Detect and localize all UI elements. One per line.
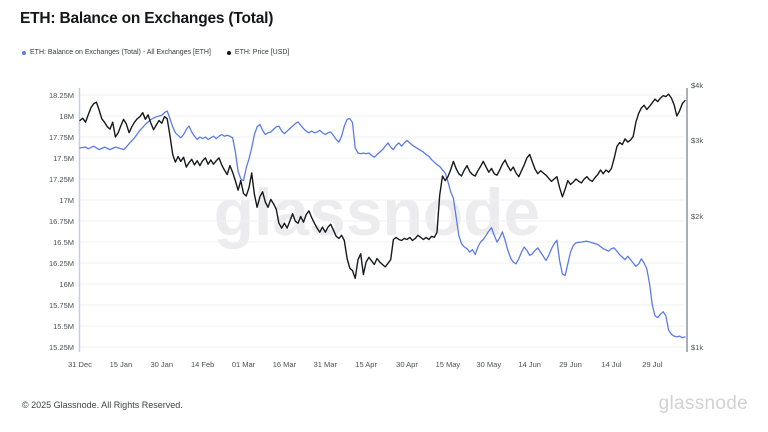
x-axis-tick: 15 May [435,360,461,369]
x-axis-tick: 16 Mar [272,360,297,369]
copyright-text: © 2025 Glassnode. All Rights Reserved. [22,400,183,410]
x-axis-tick: 29 Jun [559,360,582,369]
page-title: ETH: Balance on Exchanges (Total) [20,10,274,27]
x-axis-tick: 30 May [476,360,502,369]
left-axis-tick: 18M [59,111,74,121]
left-axis-tick: 15.25M [48,342,74,352]
left-axis-tick: 17.25M [48,174,74,184]
left-axis-tick: 16.75M [48,216,74,226]
legend-label-balance: ETH: Balance on Exchanges (Total) - All … [30,49,211,56]
x-axis-tick: 30 Apr [396,360,418,369]
x-axis-tick: 29 Jul [642,360,663,369]
right-axis-tick: $4k [691,81,704,91]
left-axis-tick: 15.5M [53,321,74,331]
x-axis-tick: 30 Jan [150,360,174,369]
legend-item-balance[interactable]: ETH: Balance on Exchanges (Total) - All … [22,49,211,56]
left-axis-tick: 16.5M [53,237,74,247]
legend-label-price: ETH: Price [USD] [234,49,290,56]
right-axis-tick: $1k [691,342,704,352]
glassnode-logo: glassnode [658,393,748,414]
balance-series-dot-icon [22,50,26,55]
chart-legend: ETH: Balance on Exchanges (Total) - All … [22,49,289,56]
x-axis-tick: 14 Jul [601,360,622,369]
x-axis-tick: 15 Apr [355,360,377,369]
legend-item-price[interactable]: ETH: Price [USD] [226,49,290,56]
x-axis-tick: 14 Feb [190,360,215,369]
right-axis-tick: $2k [691,211,704,221]
left-axis-tick: 15.75M [48,300,74,310]
price-series-dot-icon [226,50,231,55]
left-axis-tick: 16M [59,279,74,289]
left-axis-tick: 16.25M [48,258,74,268]
x-axis-tick: 31 Mar [313,360,337,369]
x-axis-tick: 31 Dec [68,360,92,369]
left-axis-tick: 18.25M [48,90,74,100]
left-axis-tick: 17M [59,195,74,205]
x-axis-tick: 15 Jan [109,360,133,369]
left-axis-tick: 17.75M [48,132,74,142]
x-axis-tick: 14 Jun [518,360,541,369]
x-axis-tick: 01 Mar [231,360,256,369]
right-axis-tick: $3k [691,135,704,145]
left-axis-tick: 17.5M [53,153,74,163]
